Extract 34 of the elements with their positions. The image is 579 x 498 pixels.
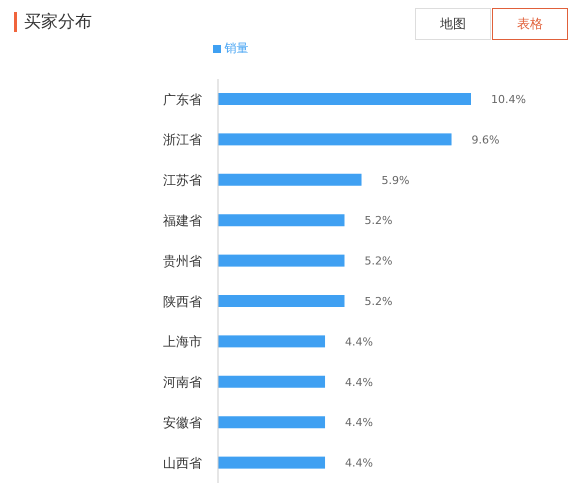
- y-tick-label: 山西省: [163, 456, 202, 472]
- y-tick-label: 安徽省: [163, 415, 202, 432]
- bar: [218, 416, 326, 428]
- y-tick-label: 陕西省: [163, 294, 202, 310]
- y-tick-label: 浙江省: [163, 133, 202, 148]
- y-tick-label: 贵州省: [163, 254, 202, 270]
- data-label: 4.4%: [345, 376, 373, 389]
- bar: [218, 214, 344, 226]
- bar: [218, 376, 326, 388]
- bar: [218, 456, 326, 469]
- data-label: 5.2%: [364, 254, 392, 268]
- y-tick-label: 广东省: [163, 92, 202, 108]
- data-label: 10.4%: [491, 93, 526, 106]
- y-tick-label: 江苏省: [163, 174, 202, 189]
- y-tick-label: 福建省: [163, 214, 202, 230]
- data-label: 4.4%: [345, 335, 373, 348]
- text: 表格: [492, 8, 568, 40]
- bar: [218, 254, 344, 267]
- legend-label: 销量: [224, 41, 248, 55]
- bar: [218, 133, 452, 146]
- y-tick-label: 上海市: [163, 335, 202, 350]
- data-label: 5.2%: [364, 295, 392, 308]
- bar: [218, 174, 362, 186]
- bar: [218, 295, 344, 307]
- text: 买家分布: [24, 11, 92, 33]
- y-tick-label: 河南省: [163, 376, 202, 391]
- data-label: 5.9%: [382, 174, 410, 187]
- bar: [218, 93, 471, 105]
- data-label: 4.4%: [345, 456, 373, 470]
- data-label: 4.4%: [345, 416, 373, 430]
- data-label: 9.6%: [472, 133, 500, 146]
- bar: [218, 335, 326, 348]
- data-label: 5.2%: [364, 214, 392, 228]
- text: 地图: [415, 8, 491, 40]
